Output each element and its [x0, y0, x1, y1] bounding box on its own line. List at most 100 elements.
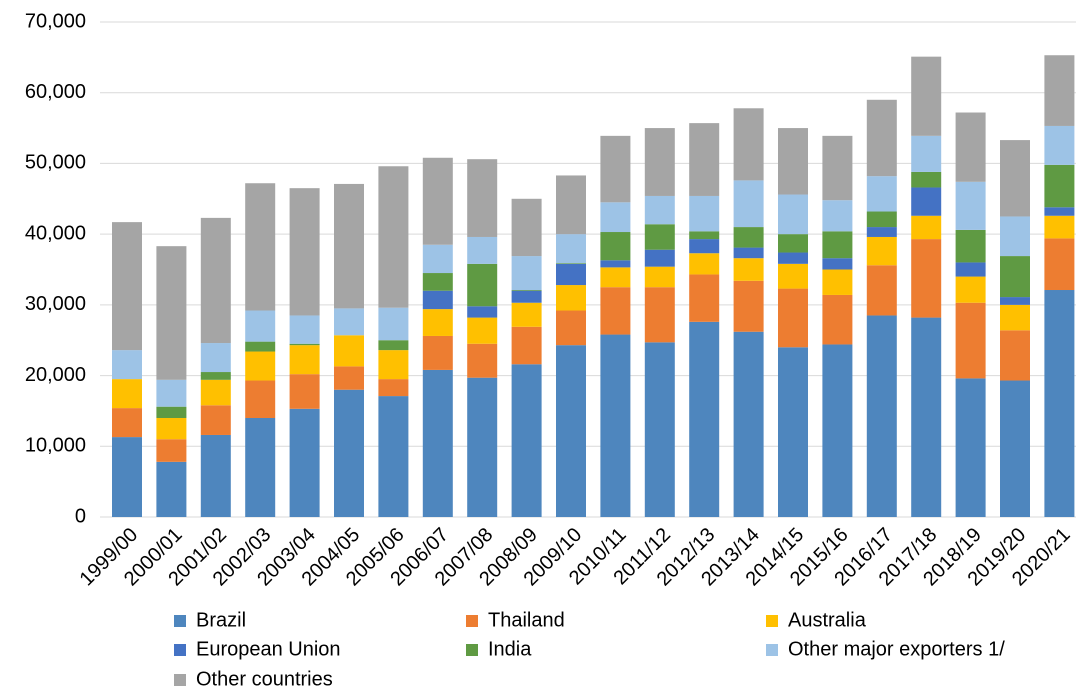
y-tick-label: 70,000	[25, 10, 86, 32]
legend-marker	[466, 615, 478, 627]
bar-segment	[822, 135, 853, 201]
bar-segment	[644, 224, 675, 250]
legend-label: European Union	[196, 638, 341, 660]
bar-segment	[600, 232, 631, 261]
bar-segment	[600, 202, 631, 233]
bar-segment	[1044, 207, 1075, 216]
bar-segment	[378, 166, 409, 308]
bar-segment	[600, 334, 631, 517]
bar-segment	[955, 229, 986, 263]
bar-segment	[644, 287, 675, 343]
bar-segment	[733, 280, 764, 332]
bar-segment	[866, 227, 897, 237]
bar-segment	[556, 310, 586, 346]
bar-segment	[866, 211, 897, 228]
bar-segment	[245, 183, 276, 311]
bar-segment	[112, 222, 142, 351]
bar-segment	[289, 315, 320, 344]
legend-label: Other major exporters 1/	[788, 638, 1005, 660]
legend-label: India	[488, 638, 532, 660]
y-tick-label: 50,000	[25, 152, 86, 174]
bar-segment	[334, 335, 364, 367]
bar-segment	[644, 266, 675, 288]
bar-segment	[955, 302, 986, 379]
bar-segment	[644, 249, 675, 267]
bar-segment	[733, 247, 764, 259]
y-tick-label: 60,000	[25, 81, 86, 103]
bar-segment	[778, 234, 808, 253]
bar-segment	[289, 408, 320, 517]
bar-segment	[422, 335, 453, 370]
bar-segment	[689, 274, 720, 322]
bar-segment	[289, 374, 320, 409]
bar-segment	[422, 157, 453, 245]
bar-segment	[733, 180, 764, 228]
legend-marker	[466, 644, 478, 656]
bar-segment	[245, 310, 276, 342]
bar-segment	[955, 112, 986, 182]
bar-segment	[200, 379, 231, 406]
bar-segment	[955, 181, 986, 230]
bar-segment	[467, 263, 498, 307]
bar-segment	[955, 262, 986, 277]
bar-segment	[1000, 140, 1030, 217]
bar-segment	[1000, 216, 1030, 257]
bar-segment	[733, 227, 764, 248]
bar-segment	[556, 175, 586, 235]
bar-segment	[422, 244, 453, 274]
bar-segment	[1000, 256, 1030, 298]
bar-segment	[156, 439, 187, 462]
bar-segment	[245, 341, 276, 352]
bar-segment	[1044, 215, 1075, 239]
bar-segment	[378, 350, 409, 380]
bar-segment	[778, 263, 808, 289]
bar-segment	[1000, 297, 1030, 305]
bar-segment	[511, 256, 542, 291]
bar-segment	[778, 288, 808, 348]
bar-segment	[822, 200, 853, 232]
bar-segment	[1000, 380, 1030, 517]
bar-segment	[822, 258, 853, 270]
bar-segment	[689, 253, 720, 275]
bar-segment	[778, 128, 808, 195]
bar-segment	[1044, 290, 1075, 517]
bar-segment	[422, 369, 453, 517]
bar-segment	[689, 123, 720, 196]
bar-segment	[200, 217, 231, 344]
bar-segment	[156, 246, 187, 380]
bar-segment	[245, 351, 276, 381]
bar-segment	[689, 239, 720, 254]
bar-segment	[422, 290, 453, 310]
bar-segment	[911, 56, 942, 136]
bar-segment	[1044, 238, 1075, 291]
bar-segment	[911, 317, 942, 517]
bar-segment	[911, 135, 942, 172]
legend-label: Other countries	[196, 668, 333, 690]
bar-segment	[156, 418, 187, 440]
bar-segment	[422, 309, 453, 336]
legend-marker	[174, 644, 186, 656]
bar-segment	[467, 377, 498, 517]
legend-label: Australia	[788, 609, 867, 631]
bar-segment	[511, 290, 542, 303]
bar-segment	[467, 159, 498, 237]
bar-segment	[955, 378, 986, 517]
bar-segment	[378, 396, 409, 517]
bar-segment	[911, 171, 942, 188]
bar-segment	[511, 326, 542, 365]
bar-segment	[644, 128, 675, 196]
legend-label: Brazil	[196, 609, 246, 631]
bar-segment	[1044, 55, 1075, 126]
bar-segment	[600, 260, 631, 268]
bar-segment	[600, 287, 631, 335]
bar-segment	[245, 380, 276, 418]
bar-segment	[778, 347, 808, 517]
bar-segment	[467, 343, 498, 378]
bar-segment	[467, 317, 498, 344]
bar-segment	[556, 263, 586, 264]
bar-segment	[200, 405, 231, 435]
bar-segment	[1000, 330, 1030, 381]
bar-segment	[334, 389, 364, 517]
y-tick-label: 0	[75, 505, 86, 527]
bar-segment	[778, 252, 808, 264]
